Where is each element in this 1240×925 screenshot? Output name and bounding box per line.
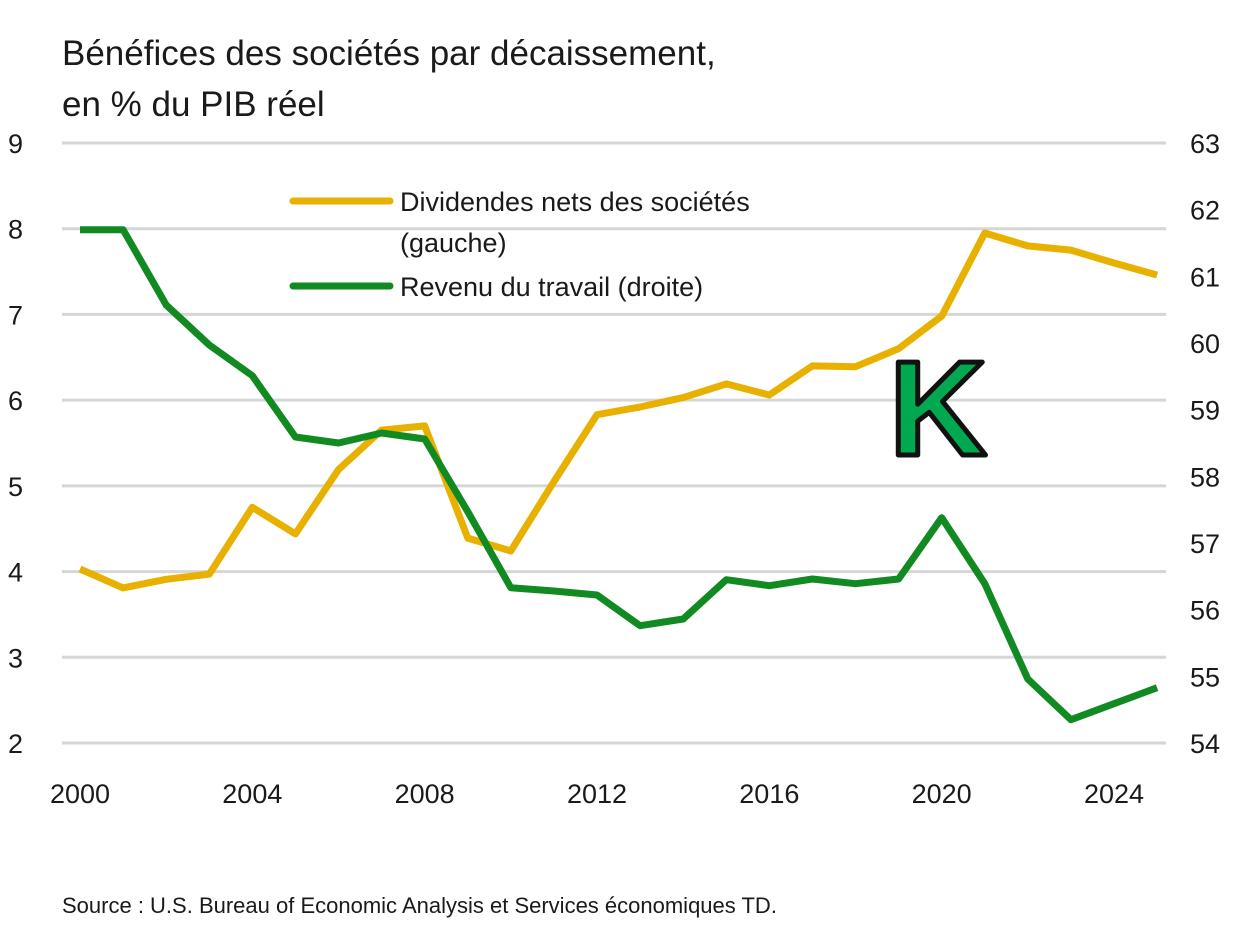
x-tick-label: 2004 [222, 779, 282, 809]
x-tick-label: 2012 [567, 779, 627, 809]
y-right-tick-label: 58 [1190, 462, 1220, 492]
y-right-tick-label: 55 [1190, 662, 1220, 692]
y-left-tick-label: 3 [8, 643, 23, 673]
y-left-tick-label: 9 [8, 129, 23, 159]
source-note: Source : U.S. Bureau of Economic Analysi… [62, 893, 777, 918]
y-right-tick-label: 57 [1190, 529, 1220, 559]
y-left-tick-label: 8 [8, 215, 23, 245]
y-right-tick-label: 63 [1190, 129, 1220, 159]
x-tick-label: 2000 [50, 779, 110, 809]
title-line-1: Bénéfices des sociétés par décaissement, [62, 34, 716, 73]
y-right-tick-label: 61 [1190, 262, 1220, 292]
x-tick-label: 2020 [912, 779, 972, 809]
chart-title: Bénéfices des sociétés par décaissement,… [62, 28, 716, 130]
x-tick-label: 2024 [1084, 779, 1144, 809]
series-line-labour-income [80, 226, 1159, 724]
y-right-tick-label: 60 [1190, 329, 1220, 359]
y-left-tick-label: 4 [8, 558, 23, 588]
y-left-tick-label: 6 [8, 386, 23, 416]
y-right-tick-label: 62 [1190, 196, 1220, 226]
series-line-dividends [78, 229, 1159, 592]
k-shape-annotation: K [889, 333, 987, 484]
legend-label-labour-income: Revenu du travail (droite) [400, 272, 703, 302]
y-left-tick-label: 2 [8, 729, 23, 759]
y-left-tick-label: 5 [8, 472, 23, 502]
y-left-tick-label: 7 [8, 300, 23, 330]
y-right-tick-label: 59 [1190, 396, 1220, 426]
legend-label-dividends-line2: (gauche) [400, 228, 507, 258]
x-tick-label: 2008 [395, 779, 455, 809]
title-line-2: en % du PIB réel [62, 85, 325, 124]
legend-label-dividends: Dividendes nets des sociétés [400, 187, 750, 217]
y-right-tick-label: 54 [1190, 729, 1220, 759]
y-right-tick-label: 56 [1190, 596, 1220, 626]
x-tick-label: 2016 [739, 779, 799, 809]
